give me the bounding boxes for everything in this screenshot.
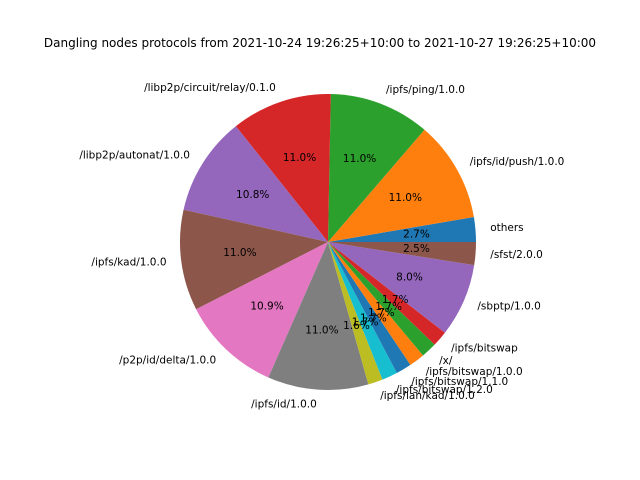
- slice-percent-label: 11.0%: [305, 325, 338, 337]
- pie-slice: [183, 126, 328, 242]
- pie-slice: [328, 242, 397, 380]
- slice-category-label: /ipfs/bitswap/1.2.0: [396, 384, 493, 396]
- pie-slice: [328, 242, 383, 385]
- chart-title: Dangling nodes protocols from 2021-10-24…: [43, 36, 597, 50]
- pie-slice: [328, 242, 411, 374]
- pie-slice: [235, 94, 331, 242]
- slice-category-label: /libp2p/circuit/relay/0.1.0: [144, 82, 276, 94]
- slice-category-label: /ipfs/bitswap/1.1.0: [411, 376, 508, 388]
- slice-percent-label: 1.7%: [352, 317, 379, 329]
- slice-category-label: /ipfs/bitswap: [451, 343, 518, 355]
- slice-percent-label: 2.5%: [403, 243, 430, 255]
- slice-category-label: /libp2p/autonat/1.0.0: [79, 150, 190, 162]
- slice-percent-label: 1.7%: [360, 312, 387, 324]
- slice-category-label: /ipfs/lan/kad/1.0.0: [380, 390, 475, 402]
- slice-category-label: /p2p/id/delta/1.0.0: [119, 354, 216, 366]
- pie-slice: [328, 217, 476, 242]
- slice-percent-label: 1.7%: [375, 301, 402, 313]
- slice-category-label: /ipfs/kad/1.0.0: [91, 256, 166, 268]
- pie-slice: [196, 242, 328, 378]
- slice-percent-label: 1.6%: [343, 320, 370, 332]
- slice-percent-label: 10.9%: [250, 301, 283, 313]
- pie-slices: [179, 94, 476, 391]
- slice-percent-label: 8.0%: [396, 271, 423, 283]
- slice-percent-label: 11.0%: [223, 247, 256, 259]
- pie-slice: [268, 242, 369, 391]
- slice-category-label: /ipfs/bitswap/1.0.0: [426, 366, 523, 378]
- pie-labels: 2.7% others 11.0% /ipfs/id/push/1.0.0 11.0% /…: [79, 82, 564, 411]
- slice-percent-label: 2.7%: [403, 229, 430, 241]
- slice-category-label: others: [490, 222, 523, 234]
- slice-percent-label: 11.0%: [283, 152, 316, 164]
- slice-percent-label: 11.0%: [343, 153, 376, 165]
- slice-percent-label: 10.8%: [236, 189, 269, 201]
- pie-slice: [328, 129, 474, 242]
- pie-slice: [179, 209, 328, 310]
- slice-percent-label: 1.7%: [368, 307, 395, 319]
- slice-percent-label: 11.0%: [389, 192, 422, 204]
- slice-category-label: /sbptp/1.0.0: [477, 301, 540, 313]
- pie-slice: [328, 94, 425, 242]
- slice-percent-label: 1.7%: [382, 294, 409, 306]
- slice-category-label: /x/: [439, 355, 453, 367]
- pie-slice: [328, 242, 476, 266]
- pie-slice: [328, 242, 424, 365]
- pie-slice: [328, 242, 475, 333]
- slice-category-label: /ipfs/ping/1.0.0: [386, 84, 465, 96]
- pie-slice: [328, 242, 435, 356]
- pie-slice: [328, 242, 445, 345]
- slice-category-label: /ipfs/id/push/1.0.0: [470, 156, 565, 168]
- slice-category-label: /ipfs/id/1.0.0: [251, 398, 317, 410]
- slice-category-label: /sfst/2.0.0: [490, 249, 543, 261]
